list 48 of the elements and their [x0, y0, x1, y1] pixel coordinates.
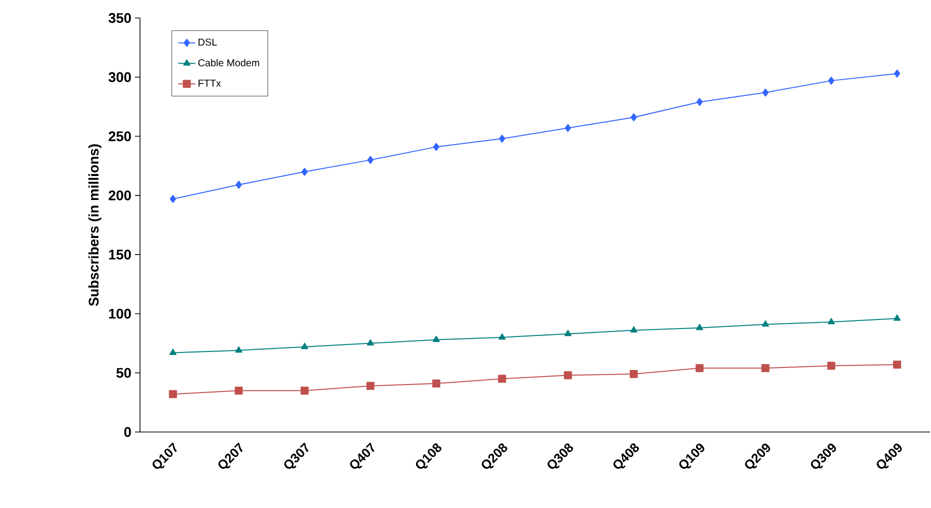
point — [761, 364, 770, 372]
point — [696, 324, 704, 330]
point — [696, 364, 704, 372]
point — [893, 360, 902, 369]
y-tick-label: 200 — [108, 190, 131, 200]
point — [236, 180, 242, 189]
point — [234, 386, 243, 395]
point — [762, 320, 769, 327]
point — [564, 330, 572, 336]
point — [564, 124, 572, 132]
point — [366, 339, 374, 346]
point — [170, 194, 176, 203]
point — [301, 168, 308, 176]
point — [894, 314, 901, 321]
point — [630, 326, 638, 333]
point — [630, 370, 638, 378]
y-tick-label: 0 — [124, 427, 131, 437]
point — [630, 113, 637, 122]
y-tick-label: 50 — [116, 368, 131, 378]
y-tick-label: 100 — [109, 308, 131, 319]
point — [300, 386, 309, 395]
point — [301, 342, 308, 350]
point — [433, 142, 440, 151]
point — [828, 76, 834, 85]
point — [498, 333, 506, 340]
point — [498, 374, 506, 383]
legend-label: DSL — [198, 38, 217, 46]
y-tick-label: 250 — [108, 131, 131, 142]
point — [366, 382, 374, 390]
point — [696, 98, 703, 106]
point — [894, 70, 900, 78]
y-tick-label: 150 — [109, 250, 131, 260]
legend-label: FTTx — [198, 80, 221, 87]
point — [367, 156, 374, 164]
point — [432, 380, 440, 388]
point — [498, 134, 506, 143]
y-tick-label: 300 — [108, 72, 131, 82]
point — [168, 390, 177, 398]
point — [762, 88, 769, 97]
y-tick-label: 350 — [108, 13, 131, 23]
legend-label: Cable Modem — [198, 59, 260, 66]
point — [235, 346, 242, 353]
point — [564, 371, 572, 380]
y-axis-title: Subscribers (in millions) — [88, 144, 102, 306]
point — [828, 318, 835, 324]
point — [169, 348, 176, 355]
point — [827, 362, 836, 370]
point — [432, 336, 440, 342]
